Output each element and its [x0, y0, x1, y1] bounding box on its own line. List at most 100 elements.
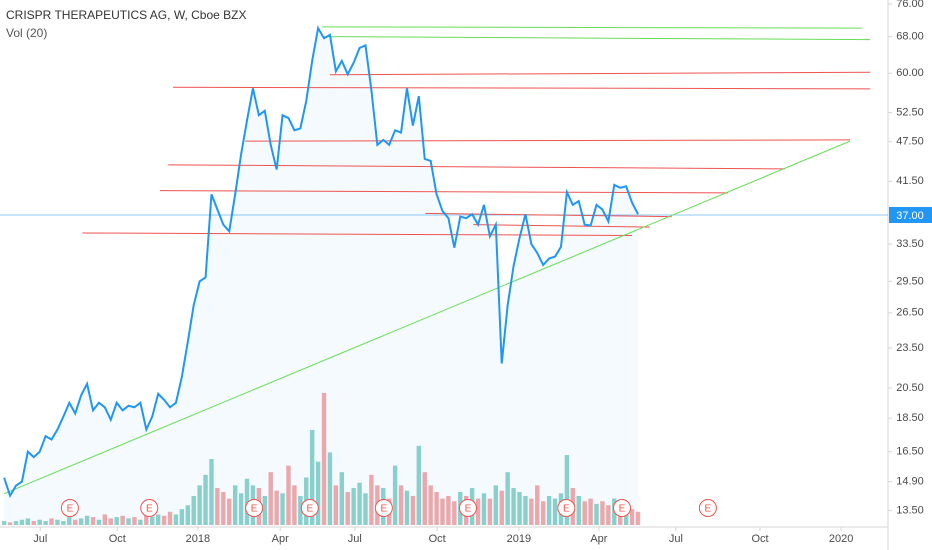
volume-bar — [523, 495, 528, 525]
volume-bar — [61, 521, 66, 525]
volume-bar — [73, 519, 78, 525]
y-tick-label: 29.50 — [896, 275, 924, 287]
earnings-marker — [60, 499, 79, 517]
volume-bar — [161, 515, 167, 525]
volume-bar — [327, 452, 333, 525]
volume-bar — [629, 509, 635, 525]
drawn-line — [245, 139, 851, 142]
x-tick-label: Jul — [348, 533, 362, 545]
x-tick-label: 2020 — [829, 533, 853, 545]
volume-bar — [600, 501, 605, 525]
volume-bar — [546, 495, 552, 525]
last-price-badge — [889, 206, 932, 223]
volume-bar — [487, 498, 493, 525]
volume-bar — [150, 517, 155, 525]
volume-bar — [321, 393, 327, 525]
volume-bar — [203, 474, 208, 525]
volume-bar — [114, 517, 119, 525]
drawn-line — [473, 224, 650, 228]
drawn-line — [322, 26, 862, 29]
x-tick-label: Jul — [33, 533, 47, 545]
volume-bar — [564, 455, 570, 525]
y-tick-label: 18.50 — [896, 412, 924, 424]
volume-bar — [452, 501, 457, 525]
earnings-marker — [698, 499, 717, 517]
volume-bar — [1, 521, 7, 525]
volume-bar — [84, 515, 90, 525]
volume-bar — [594, 503, 599, 525]
volume-bar — [132, 517, 137, 525]
y-tick-label: 41.50 — [896, 175, 924, 187]
y-tick-label: 68.00 — [896, 30, 924, 42]
volume-bar — [446, 495, 451, 525]
volume-bar — [582, 501, 587, 525]
volume-bar — [215, 488, 220, 525]
volume-bar — [363, 493, 368, 525]
earnings-label: E — [705, 504, 712, 515]
y-tick-label: 76.00 — [896, 0, 924, 10]
volume-bar — [369, 474, 374, 525]
drawn-line — [168, 164, 785, 170]
volume-bar — [309, 429, 315, 525]
volume-bar — [173, 514, 179, 525]
volume-bar — [227, 498, 232, 525]
drawn-line — [329, 71, 871, 76]
volume-bar — [185, 505, 190, 525]
volume-bar — [517, 492, 522, 525]
earnings-marker — [557, 499, 576, 517]
volume-bar — [7, 522, 13, 525]
earnings-label: E — [251, 504, 258, 515]
volume-bar — [197, 485, 202, 525]
earnings-label: E — [465, 504, 472, 515]
volume-bar — [43, 521, 48, 525]
volume-bar — [315, 461, 321, 525]
earnings-label: E — [146, 504, 153, 515]
volume-bar — [404, 490, 410, 525]
x-tick-label: Oct — [109, 533, 126, 545]
earnings-label: E — [563, 504, 570, 515]
volume-bar — [179, 509, 185, 525]
volume-bar — [422, 472, 427, 525]
volume-bar — [529, 498, 534, 525]
volume-bar — [274, 490, 279, 525]
volume-bar — [511, 488, 516, 525]
y-tick-label: 20.50 — [896, 382, 924, 394]
price-area — [4, 28, 638, 525]
earnings-marker — [458, 499, 477, 517]
volume-bar — [428, 485, 433, 525]
y-tick-label: 23.50 — [896, 342, 924, 354]
drawn-line — [322, 36, 871, 41]
y-tick-label: 33.50 — [896, 238, 924, 250]
volume-bar — [78, 518, 84, 525]
y-tick-label: 47.50 — [896, 136, 924, 148]
volume-bar — [13, 521, 19, 525]
volume-bar — [67, 517, 72, 525]
earnings-label: E — [381, 504, 388, 515]
volume-bar — [120, 515, 125, 525]
chart-title: CRISPR THERAPEUTICS AG, W, Cboe BZX — [6, 8, 247, 22]
drawn-line — [172, 86, 871, 90]
volume-bar — [398, 485, 404, 525]
drawn-line — [425, 212, 672, 218]
volume-bar — [37, 519, 42, 525]
volume-bar — [606, 505, 611, 525]
volume-bar — [262, 495, 267, 525]
volume-bar — [96, 519, 102, 525]
earnings-label: E — [619, 504, 626, 515]
volume-bar — [298, 495, 303, 525]
x-tick-label: 2019 — [507, 533, 531, 545]
volume-bar — [505, 472, 510, 525]
volume-bar — [635, 511, 641, 525]
earnings-marker — [140, 499, 159, 517]
volume-bar — [481, 493, 487, 525]
earnings-label: E — [306, 504, 313, 515]
volume-bar — [475, 498, 481, 525]
volume-bar — [552, 498, 558, 525]
volume-bar — [209, 459, 214, 525]
volume-bar — [238, 493, 244, 525]
volume-bar — [280, 493, 285, 525]
drawn-line — [82, 232, 633, 236]
x-tick-label: Jul — [669, 533, 683, 545]
